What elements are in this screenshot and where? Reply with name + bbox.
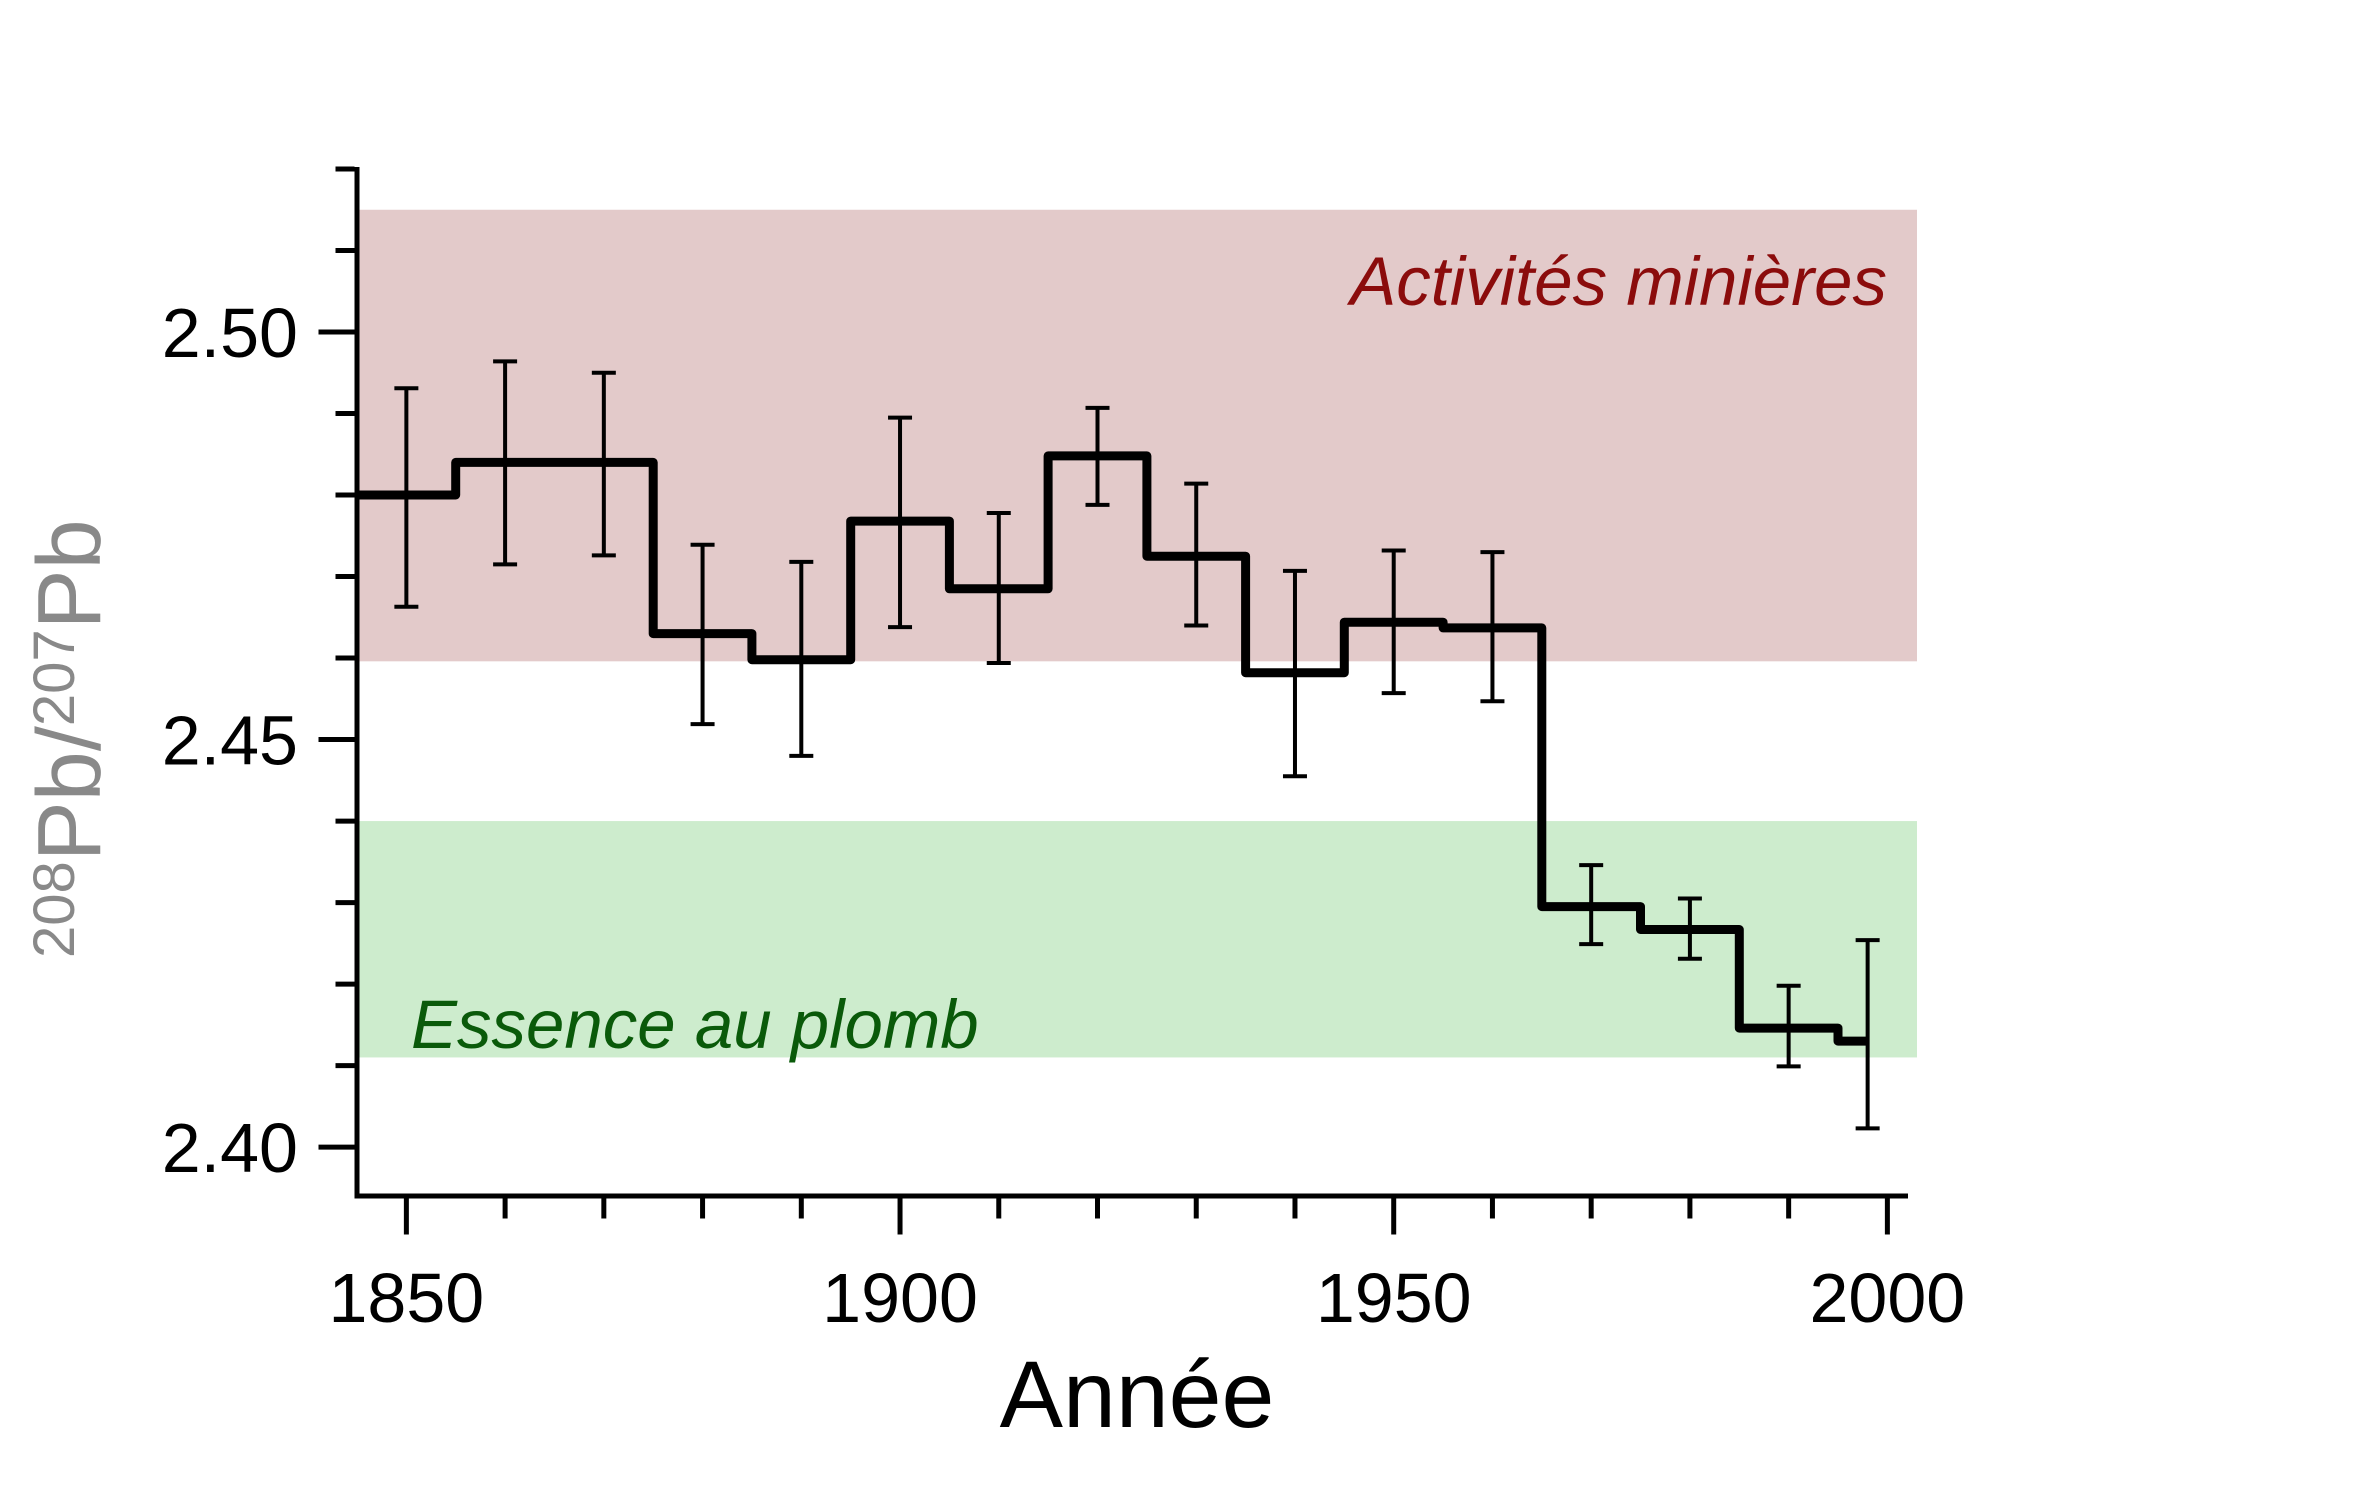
y-tick-label-2.50: 2.50 bbox=[162, 294, 298, 372]
error-bar-1998 bbox=[1855, 938, 1880, 1131]
leaded-gasoline-band bbox=[357, 821, 1917, 1058]
y-axis-title: 208Pb/207Pb bbox=[20, 519, 120, 958]
mining-band bbox=[357, 209, 1917, 662]
text-layer: Activités minières Essence au plomb Anné… bbox=[20, 243, 1887, 1448]
step-line-layer bbox=[357, 451, 1868, 1046]
y-tick-label-2.45: 2.45 bbox=[162, 702, 298, 780]
axes-layer: 2.40 2.45 2.50 1850 1900 1950 2000 bbox=[162, 166, 1966, 1337]
x-tick-label-1950: 1950 bbox=[1316, 1259, 1472, 1337]
step-line bbox=[357, 451, 1868, 1046]
x-tick-label-1900: 1900 bbox=[822, 1259, 978, 1337]
x-axis-title: Année bbox=[1000, 1342, 1275, 1448]
gasoline-band-label: Essence au plomb bbox=[411, 986, 979, 1063]
shaded-bands-layer bbox=[357, 209, 1917, 1058]
x-tick-label-2000: 2000 bbox=[1810, 1259, 1966, 1337]
mining-band-label: Activités minières bbox=[1346, 243, 1887, 320]
y-tick-label-2.40: 2.40 bbox=[162, 1109, 298, 1187]
x-tick-label-1850: 1850 bbox=[328, 1259, 484, 1337]
